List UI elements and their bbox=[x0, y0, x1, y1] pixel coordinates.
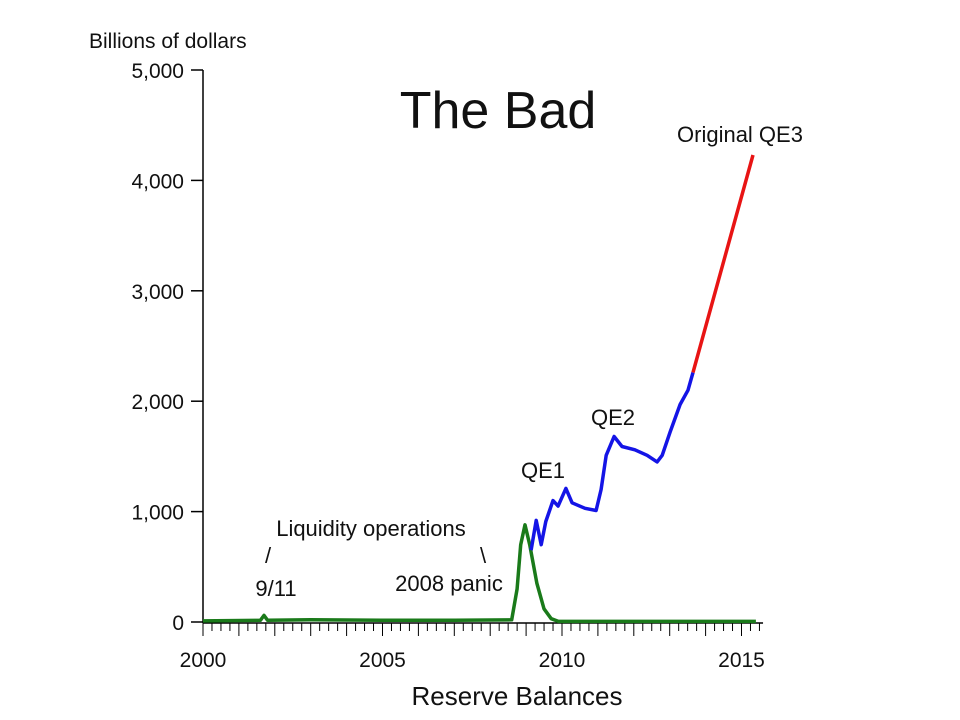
series-line-reserve-balances bbox=[529, 372, 695, 551]
x-tick-label: 2015 bbox=[718, 649, 765, 672]
annotation-backslash: \ bbox=[480, 543, 487, 568]
y-axis-label: Billions of dollars bbox=[89, 30, 247, 53]
chart-title: The Bad bbox=[400, 82, 597, 140]
y-tick-label: 4,000 bbox=[131, 170, 184, 193]
y-tick-label: 2,000 bbox=[131, 391, 184, 414]
y-tick-label: 5,000 bbox=[131, 60, 184, 83]
annotation-2008-panic: 2008 panic bbox=[395, 571, 503, 596]
x-axis-label: Reserve Balances bbox=[412, 681, 623, 711]
x-tick-label: 2000 bbox=[180, 649, 227, 672]
y-tick-label: 3,000 bbox=[131, 281, 184, 304]
series-line-liquidity-operations bbox=[202, 523, 756, 624]
annotation-original-qe3: Original QE3 bbox=[677, 122, 803, 147]
annotation-9-11: 9/11 bbox=[255, 576, 296, 601]
annotation-qe1: QE1 bbox=[521, 458, 565, 483]
x-tick-label: 2010 bbox=[539, 649, 586, 672]
y-tick-label: 1,000 bbox=[131, 502, 184, 525]
annotation-slash: / bbox=[265, 543, 272, 568]
series-line-original-qe3 bbox=[691, 154, 755, 373]
annotation-liquidity-operations: Liquidity operations bbox=[276, 516, 466, 541]
y-tick-label: 0 bbox=[172, 612, 184, 635]
annotation-qe2: QE2 bbox=[591, 405, 635, 430]
x-tick-label: 2005 bbox=[359, 649, 406, 672]
